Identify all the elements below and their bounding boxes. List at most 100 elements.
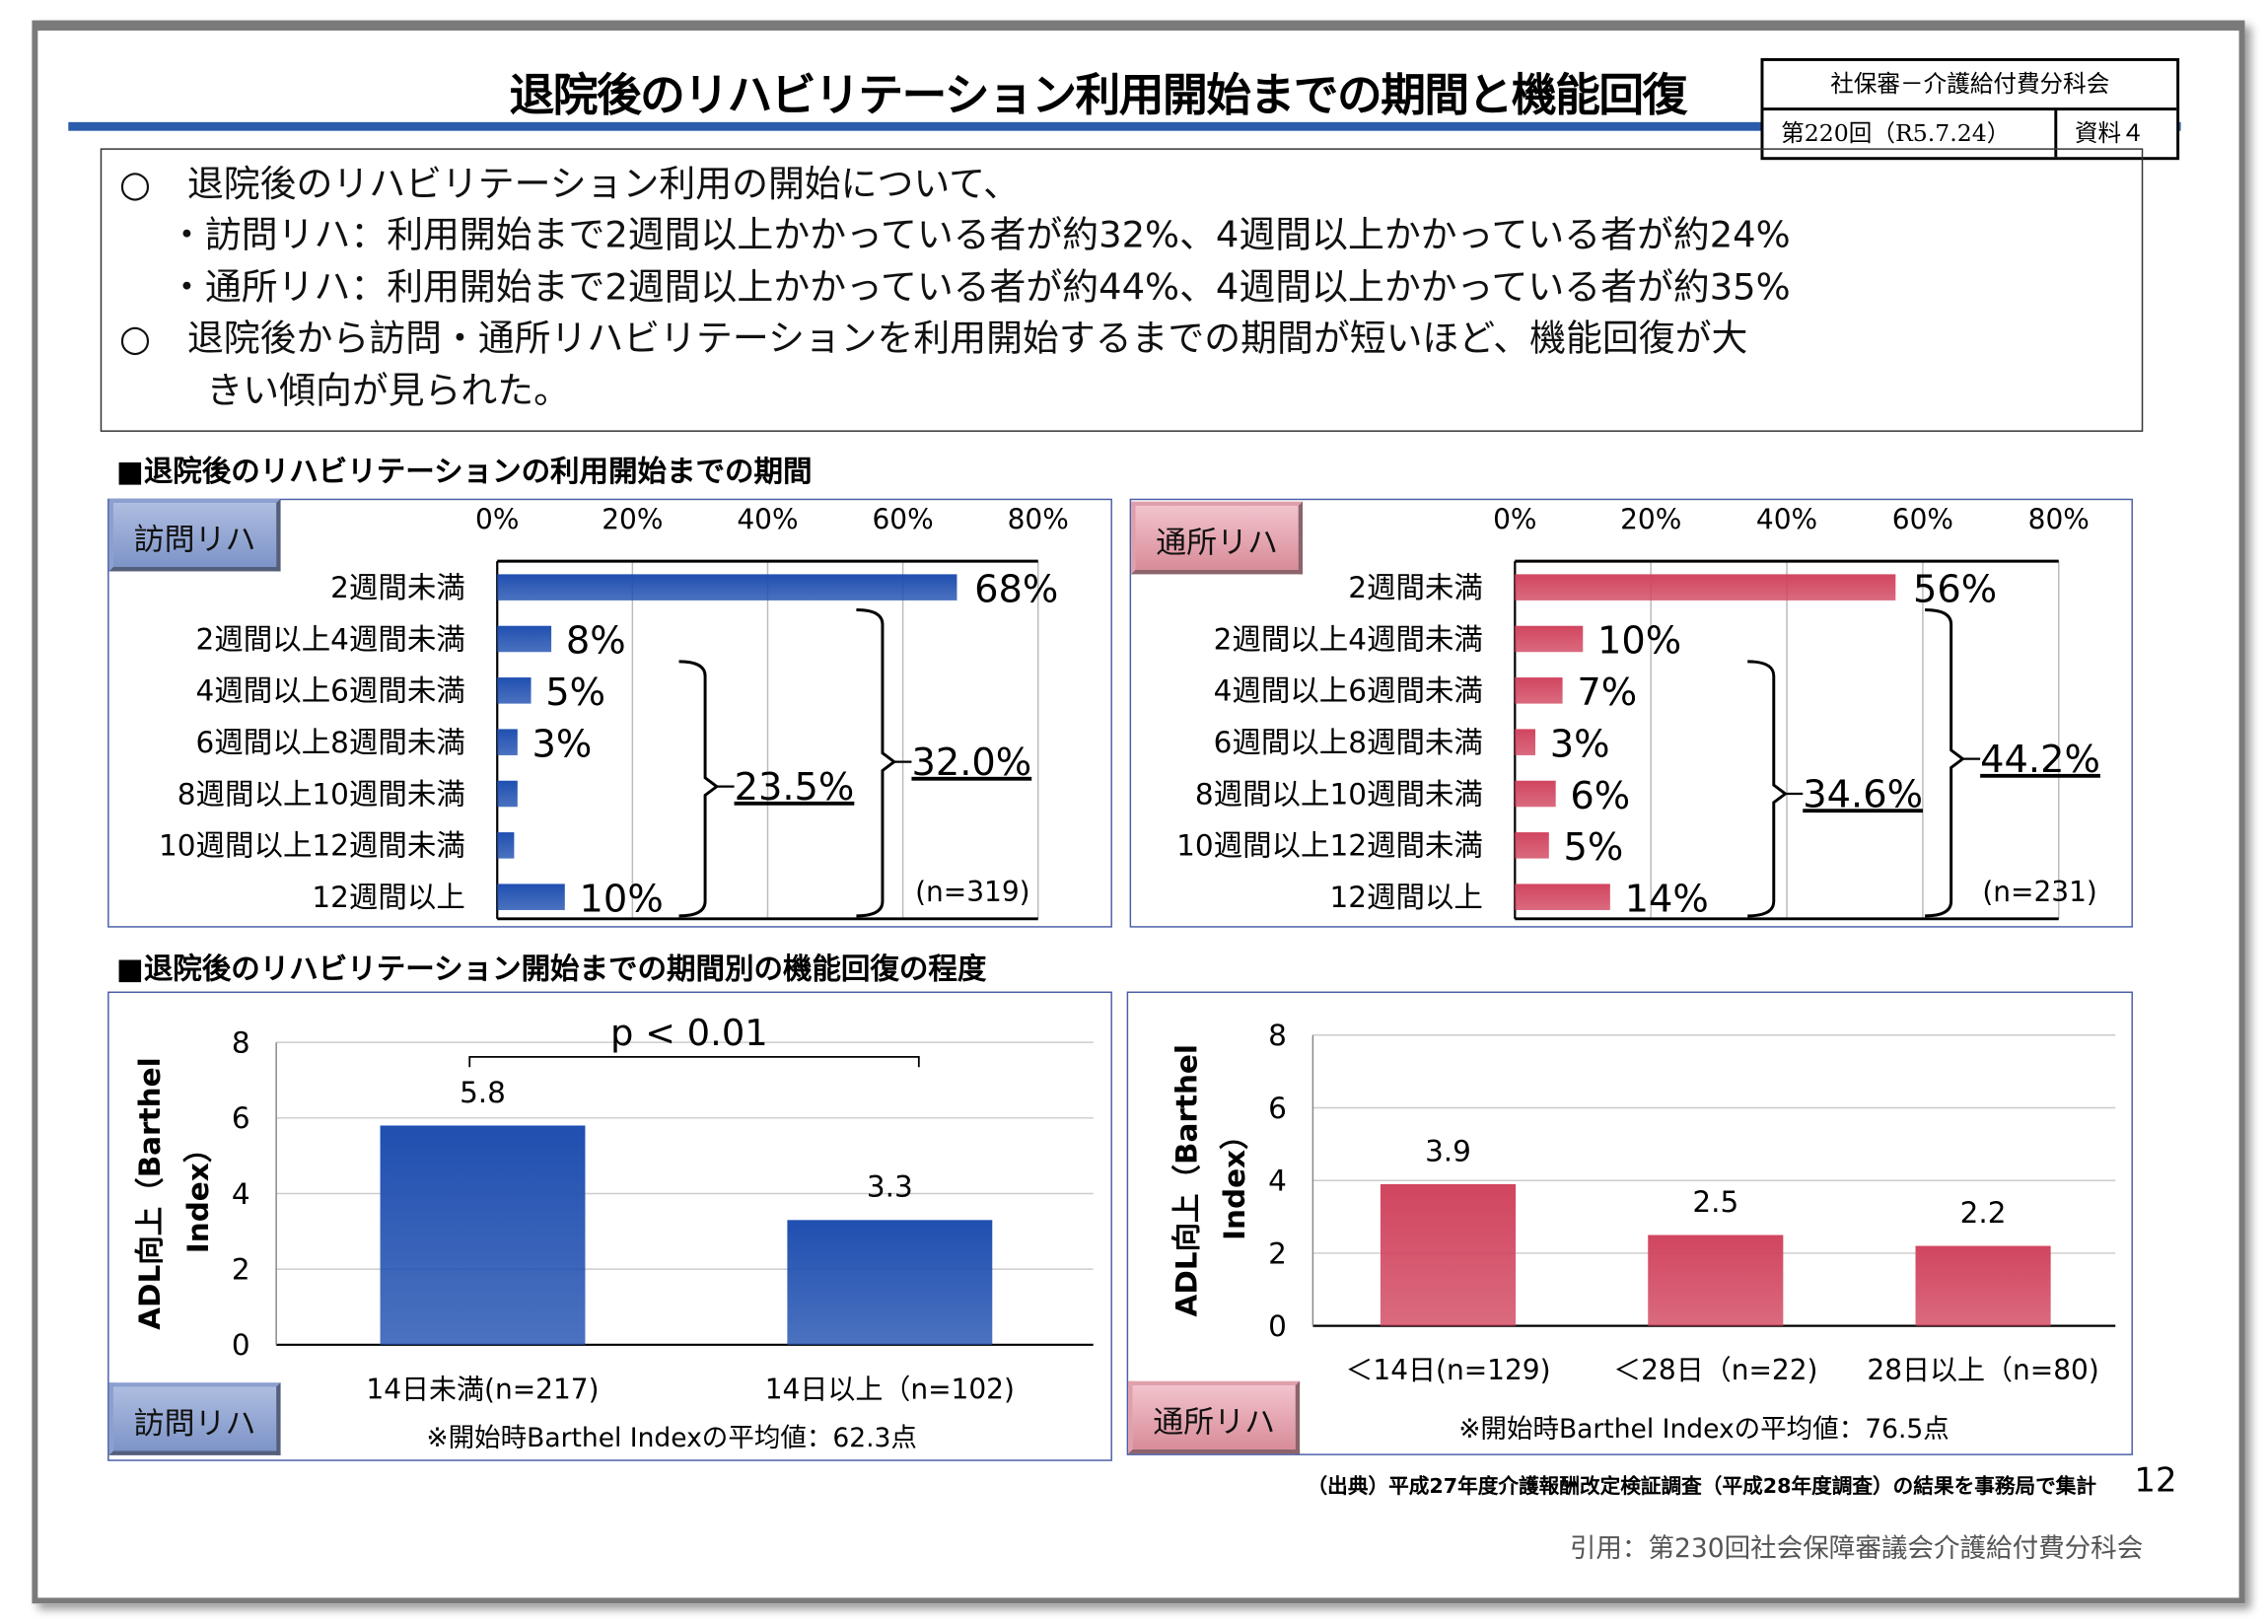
bracket [1747, 660, 1789, 918]
category-label: 12週間以上 [1330, 881, 1483, 914]
category-label: 14日未満(n=217) [366, 1373, 599, 1405]
chart-panel [107, 991, 1112, 1461]
category-label: 12週間以上 [312, 881, 464, 914]
bar [1648, 1235, 1784, 1326]
x-tick-label: 20% [1620, 504, 1681, 536]
chart-panel [107, 498, 1112, 928]
bar [497, 883, 565, 910]
category-label: 8週間以上10週間未満 [177, 777, 465, 811]
section-heading: ■退院後のリハビリテーションの利用開始までの期間 [115, 454, 813, 489]
citation: 引用：第230回社会保障審議会介護給付費分科会 [1569, 1533, 2144, 1565]
summary-line: ・訪問リハ：利用開始まで2週間以上かかっている者が約32%、4週間以上かかってい… [169, 213, 1791, 256]
chart-tab: 通所リハ [1128, 1380, 1301, 1454]
bar [497, 677, 532, 704]
data-label: 7% [1577, 671, 1637, 715]
data-label: 3% [1550, 722, 1610, 766]
y-tick-label: 2 [232, 1252, 250, 1286]
bracket-label: 34.6% [1803, 772, 1923, 816]
category-label: 4週間以上6週間未満 [196, 674, 465, 708]
data-label: 8% [566, 619, 626, 664]
data-label: 3% [532, 722, 593, 766]
bar [497, 574, 957, 600]
x-tick-label: 80% [1008, 504, 1069, 536]
summary-line: ○ 退院後のリハビリテーション利用の開始について、 [118, 163, 1021, 205]
chart-tab: 訪問リハ [108, 1382, 281, 1455]
meta-session: 第220回（R5.7.24） [1763, 110, 2058, 158]
x-tick-label: 0% [475, 504, 519, 536]
summary-line: ・通所リハ：利用開始まで2週間以上かかっている者が約44%、4週間以上かかってい… [169, 265, 1791, 309]
category-label: 6週間以上8週間未満 [1214, 726, 1483, 759]
bracket-label: 23.5% [735, 765, 855, 810]
source-note: （出典）平成27年度介護報酬改定検証調査（平成28年度調査）の結果を事務局で集計 [1307, 1475, 2097, 1500]
y-tick-label: 0 [1268, 1309, 1287, 1343]
y-tick-label: 8 [232, 1025, 250, 1059]
data-label: 2.5 [1692, 1185, 1738, 1219]
bar [1515, 677, 1563, 704]
category-label: 2週間以上4週間未満 [196, 622, 465, 656]
category-label: ＜14日(n=129) [1345, 1354, 1550, 1386]
significance-label: p < 0.01 [610, 1012, 768, 1054]
data-label: 5% [1564, 825, 1624, 870]
data-label: 6% [1570, 774, 1630, 818]
y-tick-label: 0 [232, 1328, 250, 1362]
bracket-label: 32.0% [911, 741, 1031, 785]
meta-box: 社保審－介護給付費分科会 第220回（R5.7.24） 資料４ [1760, 57, 2180, 161]
bar [787, 1220, 993, 1345]
slide-frame [32, 20, 2245, 1604]
bar [380, 1125, 586, 1345]
meta-doc: 資料４ [2074, 118, 2145, 147]
page-title: 退院後のリハビリテーション利用開始までの期間と機能回復 [509, 69, 1687, 122]
data-label: 3.9 [1425, 1134, 1471, 1167]
data-label: 14% [1625, 877, 1709, 921]
category-label: 2週間未満 [1348, 571, 1483, 604]
bar [1515, 574, 1896, 600]
summary-line: ○ 退院後から訪問・通所リハビリテーションを利用開始するまでの期間が短いほど、機… [118, 317, 1748, 360]
summary-line: きい傾向が見られた。 [206, 369, 570, 412]
y-tick-label: 8 [1268, 1019, 1287, 1052]
category-label: 10週間以上12週間未満 [1176, 829, 1483, 863]
category-label: 6週間以上8週間未満 [196, 726, 465, 759]
data-label: 68% [974, 567, 1058, 611]
sample-size: (n=319) [915, 876, 1030, 908]
data-label: 5.8 [460, 1076, 506, 1109]
sample-size: (n=231) [1982, 876, 2097, 908]
bracket [856, 608, 897, 918]
x-tick-label: 60% [872, 504, 933, 536]
category-label: 2週間未満 [330, 571, 465, 604]
summary-box: ○ 退院後のリハビリテーション利用の開始について、 ・訪問リハ：利用開始まで2週… [100, 148, 2144, 432]
bar [497, 625, 552, 653]
data-label: 3.3 [867, 1170, 913, 1204]
y-tick-label: 6 [1268, 1092, 1287, 1125]
y-tick-label: 4 [232, 1177, 250, 1211]
meta-committee: 社保審－介護給付費分科会 [1763, 61, 2177, 111]
data-label: 56% [1913, 567, 1997, 611]
data-label: 5% [545, 671, 605, 715]
x-tick-label: 20% [602, 504, 663, 536]
chart-note: ※開始時Barthel Indexの平均値：62.3点 [426, 1423, 917, 1453]
chart-note: ※開始時Barthel Indexの平均値：76.5点 [1458, 1414, 1949, 1445]
category-label: 8週間以上10週間未満 [1195, 777, 1483, 811]
bar [497, 832, 515, 859]
y-tick-label: 2 [1268, 1236, 1287, 1270]
category-label: 10週間以上12週間未満 [159, 829, 465, 863]
bar [1515, 883, 1610, 910]
category-label: 4週間以上6週間未満 [1214, 674, 1483, 708]
data-label: 2.2 [1960, 1196, 2007, 1230]
chart-panel [1129, 498, 2133, 928]
page-number: 12 [2134, 1462, 2177, 1501]
y-tick-label: 4 [1268, 1165, 1287, 1198]
bracket [1925, 608, 1965, 918]
chart-tab: 通所リハ [1131, 501, 1304, 575]
chart-panel [1126, 991, 2133, 1455]
category-label: ＜28日（n=22) [1613, 1354, 1817, 1386]
x-tick-label: 60% [1892, 504, 1953, 536]
x-tick-label: 40% [737, 504, 798, 536]
y-axis-label: ADL向上（Barthel [1169, 1044, 1203, 1317]
bar [1515, 729, 1536, 755]
y-axis-label: Index） [1218, 1120, 1251, 1240]
y-axis-label: Index） [181, 1134, 215, 1254]
section-heading: ■退院後のリハビリテーション開始までの期間別の機能回復の程度 [115, 951, 987, 986]
category-label: 14日以上（n=102) [765, 1373, 1015, 1405]
